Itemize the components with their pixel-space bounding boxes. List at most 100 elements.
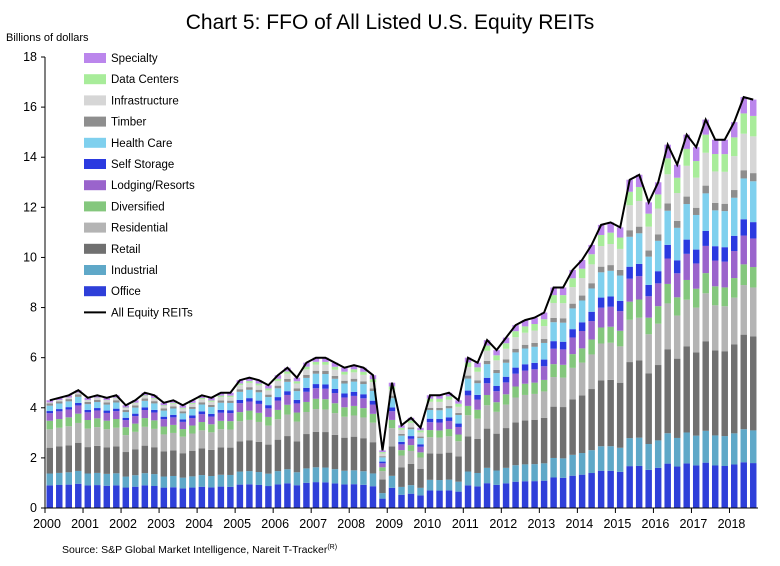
bar-segment-office [407,493,415,508]
bar-segment-residential [578,362,586,396]
bar-segment-health-care [113,402,120,409]
bar-segment-timber [217,400,225,403]
bar-segment-retail [731,344,738,434]
bar-segment-industrial [208,476,215,488]
bar-segment-timber [550,317,557,323]
bar-segment-lodging-resorts [635,276,643,300]
bar-stack-2000Q3 [65,395,72,508]
bar-segment-office [635,465,643,508]
bar-segment-specialty [331,362,339,367]
bar-stack-2017Q3 [711,139,719,508]
bar-segment-specialty [521,320,529,327]
bar-segment-infrastructure [46,402,53,404]
bar-segment-diversified [474,409,481,419]
bar-segment-infrastructure [198,399,206,403]
bar-stack-2004Q1 [198,395,206,508]
bar-segment-industrial [673,437,681,467]
bar-segment-diversified [664,283,671,304]
bar-segment-specialty [217,392,225,396]
bar-segment-retail [284,436,291,470]
bar-segment-residential [407,450,415,464]
bar-segment-retail [540,417,548,464]
bar-segment-retail [702,341,709,431]
bar-segment-data-centers [740,113,747,134]
bar-segment-specialty [731,122,738,138]
bar-segment-health-care [464,378,472,391]
legend-swatch [84,159,106,169]
bar-segment-health-care [103,404,111,411]
bar-segment-data-centers [198,397,206,400]
bar-segment-industrial [512,465,519,482]
bar-segment-industrial [379,493,386,499]
bar-segment-data-centers [502,343,510,349]
bar-segment-self-storage [255,400,263,404]
bar-segment-infrastructure [569,287,576,304]
bar-segment-timber [702,185,709,194]
x-tick-label: 2003 [147,517,175,531]
bar-stack-2014Q2 [588,244,595,508]
bar-segment-retail [588,389,595,451]
bar-segment-residential [217,429,225,448]
bar-segment-infrastructure [436,401,443,409]
bar-segment-retail [84,447,92,474]
bar-segment-data-centers [654,194,662,209]
bar-segment-lodging-resorts [692,263,700,289]
legend-swatch [84,222,106,233]
bar-segment-residential [616,346,624,383]
bar-segment-retail [474,438,481,473]
bar-segment-office [455,491,462,508]
bar-segment-health-care [588,288,595,312]
bar-segment-infrastructure [255,385,263,390]
bar-segment-timber [407,427,415,430]
bar-segment-data-centers [293,381,301,384]
all-equity-reits-line [49,95,754,451]
y-tick-label: 18 [23,50,37,64]
legend-swatch [84,74,106,85]
bar-segment-residential [160,434,168,452]
bar-segment-data-centers [445,396,453,400]
bar-segment-timber [360,381,367,385]
bar-stack-2002Q4 [151,395,158,508]
bar-segment-infrastructure [160,406,168,409]
legend-label: Lodging/Resorts [111,180,195,192]
bar-segment-diversified [436,430,443,438]
bar-segment-diversified [189,425,196,434]
bar-segment-industrial [113,473,120,486]
bar-segment-industrial [597,446,605,471]
bar-segment-health-care [654,240,662,272]
bar-segment-health-care [483,364,491,378]
bar-segment-retail [654,365,662,441]
bar-segment-health-care [236,391,244,400]
bar-segment-industrial [360,471,367,485]
bar-segment-retail [635,360,643,438]
bar-stack-2004Q2 [208,397,215,508]
bar-segment-timber [531,342,538,347]
bar-segment-office [398,494,405,508]
bar-segment-health-care [664,210,671,245]
bar-segment-self-storage [711,246,719,261]
bar-segment-residential [607,342,614,380]
bar-segment-residential [274,419,282,440]
bar-segment-infrastructure [322,364,329,372]
bar-segment-diversified [46,420,53,430]
bar-segment-industrial [65,472,72,485]
bar-segment-lodging-resorts [683,253,690,280]
bar-segment-specialty [616,227,624,238]
bar-stack-2001Q2 [94,395,101,508]
bar-segment-self-storage [388,407,396,412]
bar-segment-data-centers [417,430,424,433]
bar-stack-2013Q4 [569,269,576,508]
bar-segment-health-care [578,300,586,323]
bar-stack-2003Q4 [189,400,196,508]
bar-segment-office [740,462,747,508]
bar-segment-infrastructure [683,165,690,197]
bar-segment-office [160,487,168,508]
bar-segment-residential [550,377,557,407]
bar-segment-self-storage [103,410,111,413]
bar-segment-specialty [635,174,643,188]
bar-segment-infrastructure [578,278,586,296]
bar-segment-timber [322,371,329,375]
bar-segment-specialty [721,139,728,155]
bar-stack-2013Q2 [550,287,557,508]
